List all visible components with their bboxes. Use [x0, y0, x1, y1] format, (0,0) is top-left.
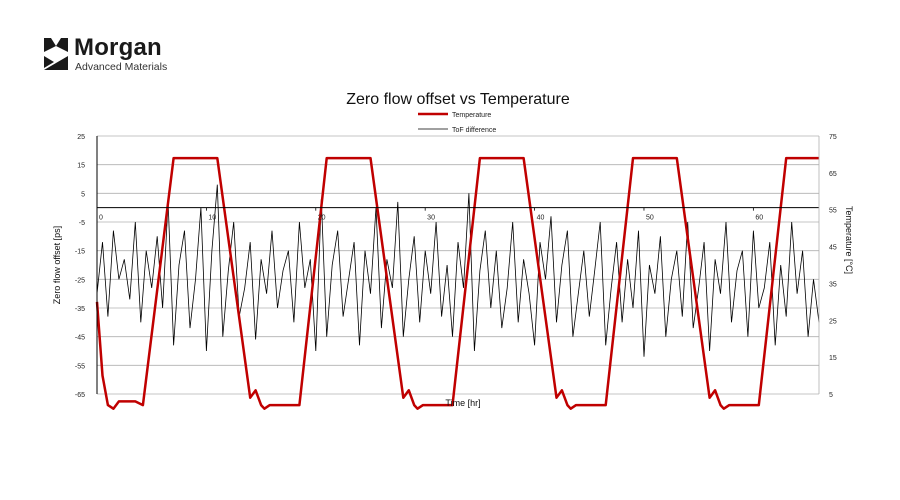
y-tick-label-right: 15: [829, 355, 837, 362]
y-tick-label-left: -65: [75, 392, 85, 399]
legend-label-tof-difference: ToF difference: [452, 127, 496, 134]
temperature-line: [95, 156, 819, 410]
y-axis-label-right: Temperature [°C]: [844, 206, 854, 274]
y-tick-label-left: 15: [77, 163, 85, 170]
x-axis-label: Time [hr]: [445, 398, 480, 408]
y-tick-label-left: -35: [75, 306, 85, 313]
y-tick-label-right: 45: [829, 245, 837, 252]
y-tick-label-left: -5: [79, 220, 85, 227]
x-tick-label: 40: [537, 215, 545, 222]
legend-label-temperature: Temperature: [452, 112, 491, 119]
x-tick-label: 60: [755, 215, 763, 222]
company-logo: Morgan Advanced Materials: [44, 34, 224, 76]
y-tick-label-left: 5: [81, 191, 85, 198]
y-tick-label-left: -25: [75, 277, 85, 284]
axes: 25 15 5 -5 -15 -25 -35 -45 -55 -65 75 65 55 45 35 25 15 5…: [75, 134, 837, 399]
y-axis-label-left: Zero flow offset [ps]: [52, 226, 62, 304]
y-tick-label-right: 75: [829, 134, 837, 141]
y-tick-label-right: 35: [829, 281, 837, 288]
x-tick-label: 30: [427, 215, 435, 222]
tof-difference-series: [96, 184, 820, 357]
y-tick-label-left: 25: [77, 134, 85, 141]
y-tick-label-left: -55: [75, 363, 85, 370]
legend: Temperature ToF difference: [418, 112, 496, 134]
y-tick-label-left: -45: [75, 335, 85, 342]
x-tick-label: 50: [646, 215, 654, 222]
y-tick-label-right: 25: [829, 318, 837, 325]
y-tick-label-right: 55: [829, 208, 837, 215]
y-tick-label-left: -15: [75, 249, 85, 256]
tof-difference-line: [96, 184, 820, 357]
x-tick-label: 20: [318, 215, 326, 222]
temperature-series: [95, 156, 819, 410]
y-tick-label-right: 65: [829, 171, 837, 178]
morgan-logo-mark-icon: [44, 38, 68, 70]
chart-title: Zero flow offset vs Temperature: [346, 91, 570, 108]
logo-subtitle: Advanced Materials: [75, 61, 168, 73]
y-tick-label-right: 5: [829, 392, 833, 399]
x-tick-label: 10: [208, 215, 216, 222]
x-tick-label: 0: [99, 215, 103, 222]
grid-lines: [97, 135, 819, 395]
logo-name: Morgan: [74, 34, 162, 61]
